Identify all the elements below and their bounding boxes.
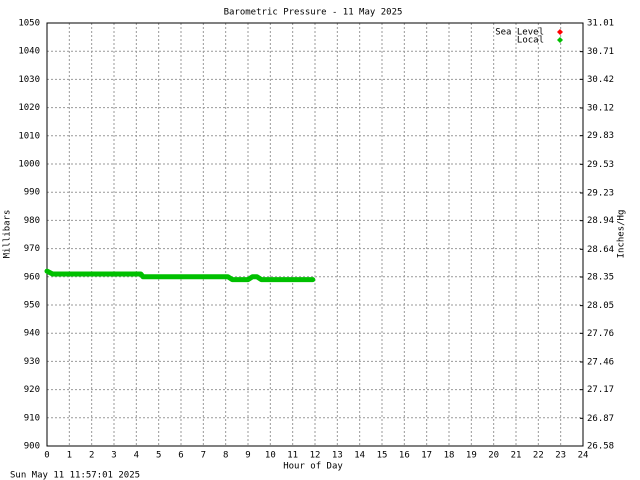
x-tick-label: 5 bbox=[156, 451, 161, 461]
y2-tick-label: 27.17 bbox=[587, 385, 614, 395]
y-tick-label: 1010 bbox=[18, 131, 40, 141]
y-tick-label: 910 bbox=[24, 413, 40, 423]
legend-marker bbox=[557, 37, 563, 43]
y-tick-label: 970 bbox=[24, 244, 40, 254]
y2-tick-label: 26.58 bbox=[587, 442, 614, 452]
y2-axis-label: Inches/Hg bbox=[617, 210, 627, 259]
data-line bbox=[44, 268, 316, 283]
y-tick-label: 930 bbox=[24, 357, 40, 367]
y2-tick-label: 29.23 bbox=[587, 188, 614, 198]
y-tick-label: 1050 bbox=[18, 19, 40, 29]
y2-tick-label: 30.71 bbox=[587, 47, 614, 57]
x-tick-label: 17 bbox=[421, 451, 432, 461]
legend-label: Local bbox=[517, 36, 544, 46]
y-tick-label: 1020 bbox=[18, 103, 40, 113]
y2-tick-label: 29.83 bbox=[587, 131, 614, 141]
x-tick-label: 4 bbox=[134, 451, 139, 461]
x-tick-label: 9 bbox=[245, 451, 250, 461]
y2-tick-label: 28.05 bbox=[587, 301, 614, 311]
x-tick-label: 16 bbox=[399, 451, 410, 461]
x-tick-label: 7 bbox=[201, 451, 206, 461]
y-tick-label: 980 bbox=[24, 216, 40, 226]
x-tick-label: 24 bbox=[578, 451, 589, 461]
x-tick-label: 1 bbox=[67, 451, 72, 461]
x-tick-label: 6 bbox=[178, 451, 183, 461]
x-tick-label: 21 bbox=[511, 451, 522, 461]
y-tick-label: 1040 bbox=[18, 47, 40, 57]
x-axis-label: Hour of Day bbox=[283, 462, 343, 472]
chart-title: Barometric Pressure - 11 May 2025 bbox=[224, 8, 403, 18]
y2-tick-label: 30.12 bbox=[587, 103, 614, 113]
y-tick-label: 950 bbox=[24, 301, 40, 311]
y2-tick-label: 28.64 bbox=[587, 245, 614, 255]
x-tick-label: 2 bbox=[89, 451, 94, 461]
y-tick-label: 920 bbox=[24, 385, 40, 395]
y-tick-label: 940 bbox=[24, 329, 40, 339]
y2-tick-label: 27.46 bbox=[587, 357, 614, 367]
x-tick-label: 10 bbox=[265, 451, 276, 461]
y-tick-label: 990 bbox=[24, 188, 40, 198]
y-tick-label: 1030 bbox=[18, 75, 40, 85]
y2-tick-label: 29.53 bbox=[587, 160, 614, 170]
y-tick-label: 900 bbox=[24, 442, 40, 452]
x-tick-label: 12 bbox=[310, 451, 321, 461]
x-tick-label: 19 bbox=[466, 451, 477, 461]
y-tick-label: 1000 bbox=[18, 160, 40, 170]
y2-tick-label: 30.42 bbox=[587, 75, 614, 85]
x-tick-label: 22 bbox=[533, 451, 544, 461]
x-tick-label: 20 bbox=[488, 451, 499, 461]
y-tick-label: 960 bbox=[24, 272, 40, 282]
y2-tick-label: 28.35 bbox=[587, 272, 614, 282]
legend-label: Sea Level bbox=[495, 28, 544, 38]
x-tick-label: 13 bbox=[332, 451, 343, 461]
x-tick-label: 15 bbox=[377, 451, 388, 461]
x-tick-label: 18 bbox=[444, 451, 455, 461]
x-tick-label: 3 bbox=[111, 451, 116, 461]
x-tick-label: 14 bbox=[354, 451, 365, 461]
x-tick-label: 8 bbox=[223, 451, 228, 461]
legend-marker bbox=[557, 29, 563, 35]
y2-tick-label: 27.76 bbox=[587, 329, 614, 339]
y2-tick-label: 31.01 bbox=[587, 19, 614, 29]
y2-tick-label: 28.94 bbox=[587, 216, 614, 226]
x-tick-label: 11 bbox=[287, 451, 298, 461]
timestamp: Sun May 11 11:57:01 2025 bbox=[10, 471, 140, 480]
y-axis-label: Millibars bbox=[3, 210, 13, 259]
y2-tick-label: 26.87 bbox=[587, 414, 614, 424]
plot-border bbox=[46, 22, 584, 447]
x-tick-label: 23 bbox=[555, 451, 566, 461]
x-tick-label: 0 bbox=[44, 451, 49, 461]
